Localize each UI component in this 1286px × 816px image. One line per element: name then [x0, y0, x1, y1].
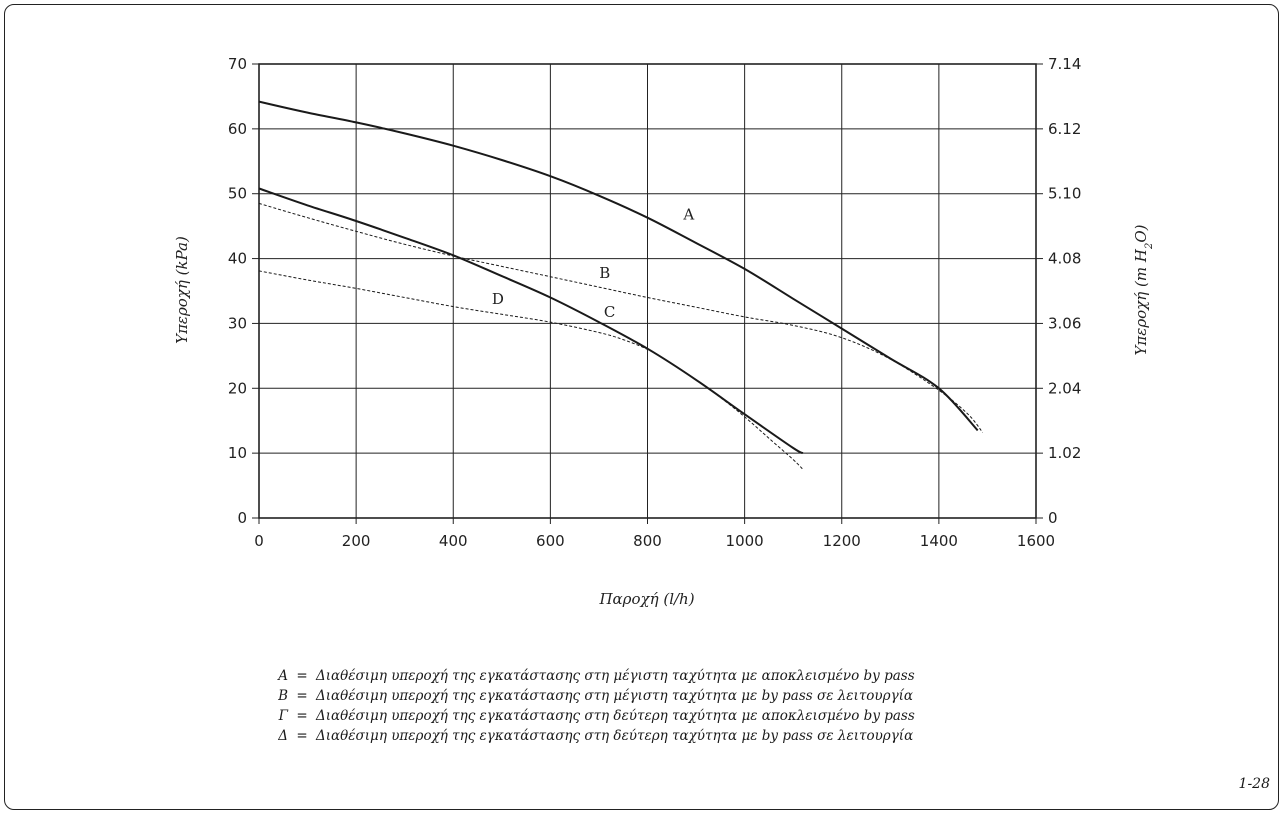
chart-curves [258, 100, 983, 470]
y-tick-label-right: 2.04 [1048, 379, 1081, 397]
legend-equals: = [296, 728, 308, 744]
y-tick-label-left: 70 [228, 55, 247, 73]
legend-item-b: B = Διαθέσιμη υπεροχή της εγκατάστασης στη… [274, 686, 1054, 706]
y-axis-right-title-suffix: O) [1132, 224, 1150, 242]
y-tick-label-left: 40 [228, 250, 247, 268]
chart-curve-labels: A B C D [492, 206, 694, 321]
legend-text: Διαθέσιμη υπεροχή της εγκατάστασης στη μ… [316, 688, 914, 704]
y-tick-label-right: 1.02 [1048, 444, 1081, 462]
curve-label-d: D [492, 290, 504, 308]
legend-key: A [278, 668, 288, 684]
curve-a [258, 100, 979, 432]
legend-key: B [278, 688, 288, 704]
figure-number: 1-28 [1238, 776, 1270, 792]
chart-grid [258, 63, 1037, 519]
legend-key: Γ [278, 708, 288, 724]
x-tick-label: 400 [439, 532, 468, 550]
y-tick-label-left: 0 [237, 509, 247, 527]
curve-label-b: B [599, 264, 610, 282]
y-tick-label-right: 4.08 [1048, 250, 1081, 268]
y-tick-label-right: 3.06 [1048, 314, 1081, 332]
legend-key: Δ [278, 728, 288, 744]
y-tick-label-right: 5.10 [1048, 185, 1081, 203]
y-tick-label-left: 20 [228, 379, 247, 397]
x-tick-label: 800 [633, 532, 662, 550]
y-axis-right-title-prefix: Υπεροχή (m H [1132, 248, 1150, 355]
y-axis-left-title: Υπεροχή (kPa) [173, 236, 191, 344]
legend-item-gamma: Γ = Διαθέσιμη υπεροχή της εγκατάστασης στη… [274, 706, 1054, 726]
x-tick-label: 1600 [1017, 532, 1055, 550]
legend-equals: = [296, 708, 308, 724]
y-tick-label-right: 0 [1048, 509, 1058, 527]
legend-text: Διαθέσιμη υπεροχή της εγκατάστασης στη δ… [316, 708, 915, 724]
y-axis-right-title-subscript: 2 [1144, 243, 1155, 250]
legend-item-a: A = Διαθέσιμη υπεροχή της εγκατάστασης στη… [274, 666, 1054, 686]
curve-d [258, 270, 804, 470]
curve-c [258, 187, 804, 455]
legend-text: Διαθέσιμη υπεροχή της εγκατάστασης στη δ… [316, 728, 914, 744]
x-tick-label: 1200 [823, 532, 861, 550]
legend-item-delta: Δ = Διαθέσιμη υπεροχή της εγκατάστασης στη… [274, 726, 1054, 746]
y-tick-label-left: 10 [228, 444, 247, 462]
legend-equals: = [296, 688, 308, 704]
curve-b [258, 202, 983, 433]
curve-label-c: C [604, 303, 615, 321]
y-tick-label-left: 30 [228, 314, 247, 332]
y-tick-label-right: 6.12 [1048, 120, 1081, 138]
y-tick-label-right: 7.14 [1048, 55, 1081, 73]
x-tick-label: 0 [254, 532, 264, 550]
y-axis-right-title: Υπεροχή (m H2O) [1132, 224, 1155, 355]
legend-equals: = [296, 668, 308, 684]
legend: A = Διαθέσιμη υπεροχή της εγκατάστασης στη… [274, 666, 1054, 746]
curve-label-a: A [682, 206, 694, 224]
x-tick-label: 200 [342, 532, 371, 550]
legend-text: Διαθέσιμη υπεροχή της εγκατάστασης στη μ… [316, 668, 915, 684]
x-tick-label: 600 [536, 532, 565, 550]
y-tick-label-left: 50 [228, 185, 247, 203]
figure-frame [4, 4, 1279, 810]
x-axis-title: Παροχή (l/h) [598, 590, 694, 608]
x-tick-label: 1400 [920, 532, 958, 550]
y-tick-label-left: 60 [228, 120, 247, 138]
x-tick-label: 1000 [726, 532, 764, 550]
